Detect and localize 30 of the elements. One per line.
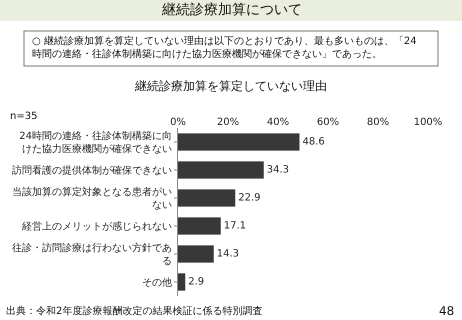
x-tick-label: 60%: [316, 117, 340, 128]
bar: [178, 189, 236, 207]
y-tick-label: 往診・訪問診療は行わない方針である: [12, 242, 172, 267]
data-label: 14.3: [216, 248, 240, 260]
data-label: 34.3: [266, 164, 290, 176]
bar: [178, 217, 221, 235]
x-tick-label: 100%: [414, 117, 442, 128]
x-tick-label: 40%: [266, 117, 290, 128]
y-tick-label: 当該加算の算定対象となる患者がいない: [12, 186, 172, 211]
text: 継続診療加算について: [161, 2, 302, 18]
chart-title: 継続診療加算を算定していない理由: [134, 79, 327, 94]
data-label: 22.9: [238, 192, 261, 204]
x-tick-label: 20%: [216, 117, 240, 128]
bar: [178, 273, 186, 291]
x-tick-label: 80%: [366, 117, 390, 128]
x-tick-label: 0%: [170, 117, 186, 128]
bar: [178, 161, 264, 179]
y-tick-label: 訪問看護の提供体制が確保できない: [12, 164, 172, 176]
text: n=35: [10, 111, 38, 122]
y-tick-label: 経営上のメリットが感じられない: [21, 220, 172, 232]
y-tick-label: その他: [142, 276, 172, 288]
data-label: 2.9: [188, 276, 204, 288]
source-note: 出典：令和2年度診療報酬改定の結果検証に係る特別調査: [6, 305, 262, 317]
y-tick-label: 24時間の連絡・往診体制構築に向けた協力医療機関が確保できない: [19, 130, 172, 155]
text: ○ 継続診療加算を算定していない理由は以下のとおりであり、最も多いものは、「24時間の連絡・往診体制構築に向けた協力医療機関が確保できない」であった。: [32, 35, 417, 60]
data-label: 17.1: [224, 220, 246, 232]
bar: [178, 133, 300, 151]
data-label: 48.6: [302, 136, 325, 148]
text: 48: [439, 304, 454, 318]
bar: [178, 245, 214, 263]
